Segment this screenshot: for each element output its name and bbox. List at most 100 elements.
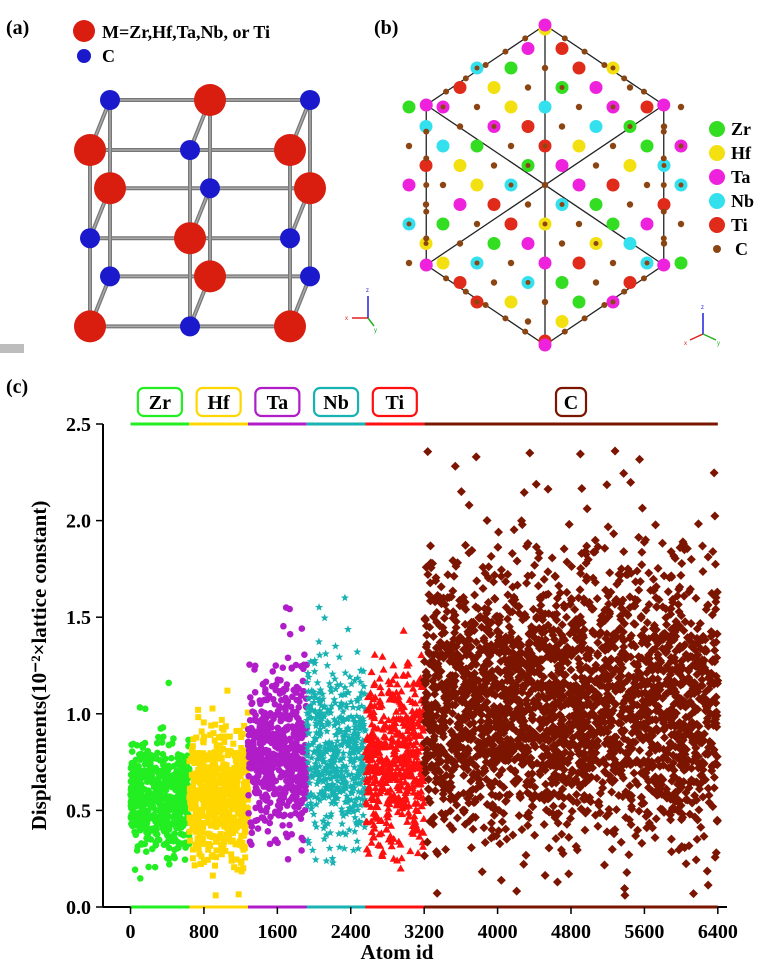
data-point-hf [234, 800, 241, 807]
data-point-hf [207, 750, 214, 757]
data-point-hf [221, 838, 228, 845]
data-point-nb [340, 683, 349, 692]
data-point-c [487, 825, 497, 835]
data-point-ti [373, 767, 382, 775]
metal-site [657, 198, 671, 211]
data-point-c [507, 723, 517, 733]
data-point-nb [356, 693, 365, 702]
carbon-site [575, 220, 583, 228]
data-point-c [612, 579, 622, 589]
legend-m-text: M=Zr,Hf,Ta,Nb, or Ti [102, 22, 270, 42]
data-point-ti [393, 680, 402, 688]
data-point-hf [194, 778, 201, 785]
data-point-ta [277, 773, 284, 781]
metal-atom [74, 310, 106, 343]
data-point-ti [411, 690, 420, 698]
data-point-ta [266, 819, 274, 827]
data-point-c [566, 665, 576, 675]
data-point-hf [207, 842, 214, 849]
data-point-hf [233, 781, 240, 788]
carbon-overlap [610, 65, 616, 71]
data-point-zr [165, 855, 173, 863]
data-point-c [482, 799, 492, 809]
data-point-ti [364, 849, 373, 857]
data-point-ti [409, 679, 418, 687]
data-point-c [544, 843, 554, 853]
data-point-hf [230, 805, 237, 812]
data-point-hf [214, 833, 221, 840]
data-point-nb [338, 819, 347, 828]
data-point-zr [141, 840, 149, 848]
data-point-c [430, 786, 440, 796]
data-point-ti [366, 788, 375, 796]
data-point-c [533, 581, 543, 591]
metal-site [402, 178, 416, 192]
series-hf [186, 687, 251, 899]
data-point-nb [335, 725, 344, 733]
data-point-ti [393, 808, 402, 816]
carbon-site [473, 220, 481, 228]
data-point-hf [186, 758, 193, 765]
data-point-c [491, 722, 501, 732]
x-tick-label: 3200 [404, 921, 444, 943]
legend-hf-text: Hf [731, 143, 752, 163]
data-point-c [503, 569, 513, 579]
data-point-c [448, 824, 458, 834]
data-point-nb [320, 613, 329, 622]
data-point-ti [419, 828, 428, 836]
data-point-hf [195, 787, 202, 794]
data-point-ta [276, 690, 284, 697]
data-point-ta [275, 728, 282, 735]
data-point-ta [295, 685, 302, 693]
edge-carbon [423, 182, 430, 188]
data-point-nb [323, 819, 332, 827]
data-point-hf [237, 773, 244, 780]
data-point-ti [417, 651, 426, 659]
data-point-nb [323, 661, 332, 669]
data-point-ti [376, 683, 385, 691]
data-point-ta [251, 666, 258, 673]
data-point-nb [342, 778, 351, 787]
data-point-hf [213, 847, 220, 854]
data-point-hf [232, 841, 239, 848]
data-point-c [496, 656, 506, 666]
data-point-ti [387, 792, 396, 800]
data-point-ti [370, 650, 379, 658]
data-point-nb [322, 812, 331, 820]
data-point-c [509, 525, 519, 535]
carbon-overlap [491, 124, 497, 129]
data-point-ti [396, 699, 405, 707]
data-point-c [497, 678, 507, 688]
panel-c: (c) 0.00.51.01.52.02.50 800 1600 2400 3200 40… [6, 376, 738, 964]
data-point-nb [307, 789, 316, 798]
data-point-hf [200, 840, 207, 847]
data-point-c [486, 818, 496, 828]
data-point-nb [311, 706, 320, 715]
data-point-nb [316, 754, 325, 762]
data-point-hf [199, 806, 206, 813]
data-point-hf [186, 828, 193, 835]
data-point-c [600, 543, 610, 553]
data-point-c [487, 684, 497, 694]
data-point-ti [397, 854, 406, 862]
data-point-c [675, 621, 685, 631]
data-point-hf [191, 770, 198, 777]
data-point-c [641, 535, 651, 545]
data-point-nb [344, 770, 353, 779]
data-point-hf [200, 762, 207, 769]
data-point-zr [164, 837, 172, 845]
data-point-hf [228, 782, 235, 789]
data-point-hf [244, 786, 251, 793]
data-point-ta [264, 794, 271, 801]
data-point-nb [317, 716, 326, 725]
data-point-hf [235, 810, 242, 817]
legend-ta-marker [709, 169, 725, 185]
data-point-nb [352, 794, 361, 803]
data-point-nb [339, 714, 348, 723]
data-point-zr [166, 860, 173, 868]
data-point-ta [295, 798, 302, 806]
data-point-hf [220, 786, 227, 793]
edge-carbon [601, 302, 608, 308]
metal-site [504, 100, 518, 114]
data-point-hf [214, 816, 221, 823]
